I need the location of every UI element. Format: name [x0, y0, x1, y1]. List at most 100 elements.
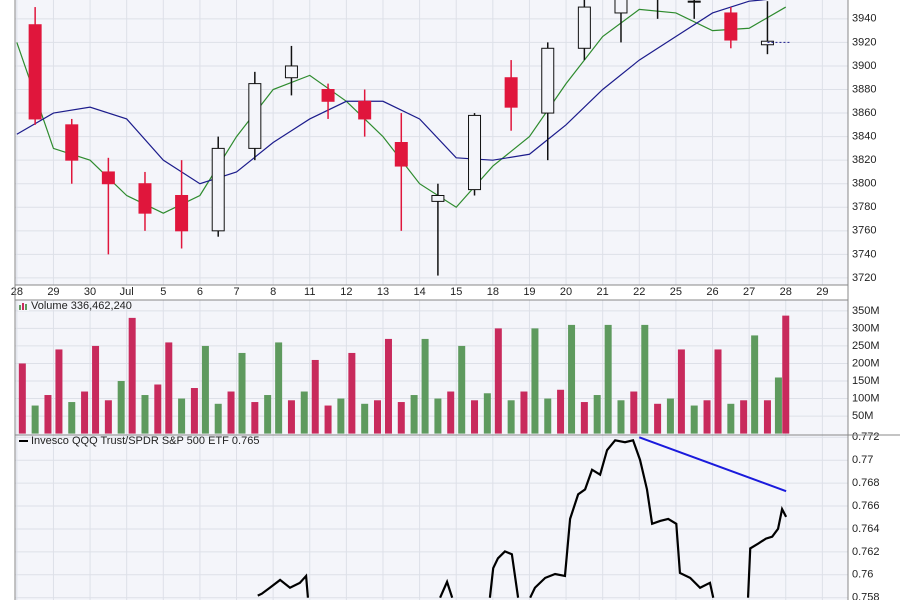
- volume-bar: [593, 395, 601, 434]
- y-tick-label: 50M: [852, 410, 873, 422]
- volume-bar: [580, 402, 588, 434]
- moving-average: [16, 0, 768, 185]
- x-tick-label: 18: [487, 286, 499, 298]
- volume-bar: [666, 398, 674, 434]
- volume-bar: [384, 338, 392, 434]
- volume-bar: [458, 345, 466, 434]
- volume-bar: [264, 395, 272, 434]
- volume-bar: [18, 363, 26, 434]
- candle-body: [760, 40, 774, 46]
- volume-bar: [434, 398, 442, 434]
- volume-bar: [544, 398, 552, 434]
- candle-body: [394, 142, 408, 167]
- x-tick-label: 22: [633, 286, 645, 298]
- y-tick-label: 3780: [852, 201, 876, 213]
- volume-icon: [25, 304, 27, 310]
- y-tick-label: 200M: [852, 357, 880, 369]
- volume-bar: [128, 317, 136, 434]
- x-tick-label: 5: [160, 286, 166, 298]
- y-tick-label: 250M: [852, 340, 880, 352]
- volume-bar: [31, 405, 39, 434]
- y-tick-label: 300M: [852, 322, 880, 334]
- volume-bar: [311, 359, 319, 434]
- volume-bar: [201, 345, 209, 434]
- volume-bar: [494, 328, 502, 434]
- x-tick-label: 7: [233, 286, 239, 298]
- candle-body: [468, 114, 482, 191]
- y-tick-label: 3920: [852, 36, 876, 48]
- ratio-title: Invesco QQQ Trust/SPDR S&P 500 ETF 0.765: [31, 435, 259, 447]
- volume-bar: [410, 395, 418, 434]
- volume-bar: [677, 349, 685, 434]
- volume-bar: [154, 384, 162, 434]
- volume-bar: [337, 398, 345, 434]
- x-tick-label: 29: [47, 286, 59, 298]
- candle-body: [284, 65, 298, 79]
- volume-bar: [178, 398, 186, 434]
- y-tick-label: 350M: [852, 305, 880, 317]
- volume-bar: [397, 402, 405, 434]
- x-tick-label: 11: [304, 286, 315, 298]
- y-tick-label: 0.76: [852, 569, 873, 581]
- candle-body: [504, 77, 518, 108]
- candle-body: [321, 89, 335, 102]
- volume-bar: [507, 400, 515, 434]
- volume-bar: [227, 391, 235, 434]
- y-tick-label: 0.77: [852, 454, 873, 466]
- volume-panel: [15, 300, 848, 435]
- candle-body: [358, 100, 372, 120]
- volume-title: Volume 336,462,240: [31, 300, 132, 312]
- y-tick-label: 3820: [852, 154, 876, 166]
- volume-bar: [55, 349, 63, 434]
- volume-bar: [641, 324, 649, 434]
- candle-body: [65, 124, 79, 161]
- candle-body: [577, 6, 591, 49]
- volume-bar: [373, 400, 381, 434]
- candle-body: [101, 171, 115, 185]
- volume-bar: [300, 391, 308, 434]
- candle-body: [211, 147, 225, 232]
- candle-body: [431, 194, 445, 202]
- volume-bar: [714, 349, 722, 434]
- y-tick-label: 3720: [852, 272, 876, 284]
- volume-bar: [703, 400, 711, 434]
- volume-bar: [471, 400, 479, 434]
- volume-bar: [44, 395, 52, 434]
- x-tick-label: 28: [11, 286, 23, 298]
- volume-bar: [654, 403, 662, 434]
- x-tick-label: 26: [706, 286, 718, 298]
- volume-bar: [275, 342, 283, 434]
- volume-bar: [568, 324, 576, 434]
- y-tick-label: 0.758: [852, 592, 880, 600]
- volume-bar: [690, 405, 698, 434]
- volume-bar: [81, 391, 89, 434]
- x-tick-label: 20: [560, 286, 572, 298]
- volume-bar: [141, 395, 149, 434]
- volume-bar: [68, 402, 76, 434]
- volume-bar: [483, 393, 491, 434]
- y-tick-label: 3940: [852, 13, 876, 25]
- x-tick-label: 27: [743, 286, 755, 298]
- volume-bar: [740, 400, 748, 434]
- x-tick-label: 12: [340, 286, 352, 298]
- x-tick-label: 28: [780, 286, 792, 298]
- candle-body: [614, 0, 628, 14]
- y-tick-label: 0.762: [852, 546, 880, 558]
- volume-bar: [238, 352, 246, 434]
- candle-body: [248, 83, 262, 149]
- x-tick-label: 25: [670, 286, 682, 298]
- volume-bar: [214, 403, 222, 434]
- x-tick-label: Jul: [120, 286, 134, 298]
- candle-body: [138, 183, 152, 214]
- ratio-line: [257, 438, 788, 599]
- volume-bar: [447, 391, 455, 434]
- volume-bar: [117, 381, 125, 434]
- volume-icon: [19, 305, 21, 310]
- volume-bar: [630, 391, 638, 434]
- panel-marks: [16, 0, 790, 276]
- x-tick-label: 21: [597, 286, 609, 298]
- volume-bar: [92, 345, 100, 434]
- volume-bar: [774, 377, 782, 434]
- volume-bar: [520, 391, 528, 434]
